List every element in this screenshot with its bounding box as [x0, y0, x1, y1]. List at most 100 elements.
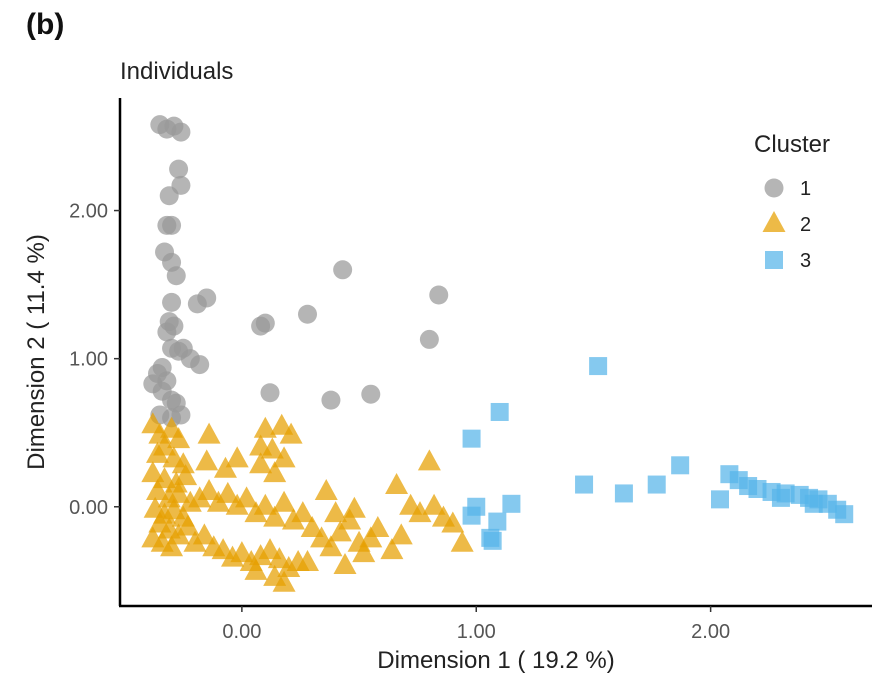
cluster-2-point [225, 446, 249, 468]
cluster-2-point [263, 505, 287, 527]
cluster-2-point [192, 523, 216, 545]
legend-marker-cluster-1 [764, 178, 784, 198]
cluster-2-point [216, 481, 240, 503]
y-axis-title: Dimension 2 ( 11.4 %) [23, 234, 50, 470]
cluster-2-point [213, 456, 237, 478]
cluster-2-point [422, 493, 446, 515]
cluster-3-point [647, 475, 666, 494]
cluster-3-point [589, 357, 608, 376]
cluster-2-point [300, 515, 324, 537]
cluster-2-point [272, 570, 296, 592]
cluster-2-point [141, 461, 165, 483]
cluster-2-point [235, 486, 259, 508]
cluster-2-point [171, 452, 195, 474]
cluster-2-point [167, 481, 191, 503]
cluster-1-point [171, 405, 191, 425]
cluster-2-point [324, 501, 348, 523]
cluster-2-point [263, 461, 287, 483]
legend-label: 2 [800, 214, 811, 236]
legend-marker-cluster-3 [765, 251, 783, 269]
cluster-1-point [429, 285, 449, 305]
cluster-3-point [671, 456, 690, 475]
cluster-2-point [366, 515, 390, 537]
cluster-3-point [804, 494, 823, 513]
cluster-2-point [417, 449, 441, 471]
axis-ticks: 0.00 1.00 2.00 0.00 1.00 2.00 [69, 201, 730, 643]
cluster-1-point [169, 159, 189, 179]
cluster-2-point [249, 544, 273, 566]
cluster-2-point [249, 452, 273, 474]
cluster-1-point [260, 383, 280, 403]
x-axis-title: Dimension 1 ( 19.2 %) [377, 647, 614, 674]
cluster-2-point [314, 478, 338, 500]
panel-label: (b) [26, 8, 65, 41]
cluster-2-point [450, 530, 474, 552]
cluster-3-point [481, 528, 500, 547]
cluster-3-point [488, 512, 507, 531]
legend-title: Cluster [754, 131, 830, 158]
cluster-2-point [195, 449, 219, 471]
cluster-1-point [333, 260, 353, 280]
cluster-3-point [614, 484, 633, 503]
cluster-3-point [467, 497, 486, 516]
cluster-1-point [157, 322, 177, 342]
y-tick-label: 2.00 [69, 201, 108, 223]
cluster-1-point [190, 355, 210, 375]
cluster-2-point [160, 535, 184, 557]
cluster-2-point [279, 422, 303, 444]
cluster-3-point [748, 479, 767, 498]
cluster-1-point [419, 329, 439, 349]
x-tick-label: 0.00 [222, 621, 261, 643]
cluster-3-point [711, 490, 729, 509]
cluster-3-point [771, 488, 790, 507]
cluster-2-point [277, 555, 301, 577]
cluster-2-point [197, 422, 221, 444]
legend-label: 3 [800, 250, 811, 272]
cluster-3-point [575, 475, 594, 494]
cluster-2-point [260, 437, 284, 459]
cluster-2-point [389, 523, 413, 545]
cluster-2-point [197, 478, 221, 500]
cluster-2-point [408, 501, 432, 523]
cluster-2-point [380, 538, 404, 560]
cluster-2-point [146, 478, 169, 500]
y-tick-label: 1.00 [69, 349, 108, 371]
cluster-2-point [333, 552, 357, 574]
cluster-1-point [321, 390, 341, 410]
cluster-2-point [385, 473, 409, 495]
cluster-2-point [176, 514, 200, 536]
cluster-2-point [441, 511, 465, 533]
legend: Cluster 1 2 3 [754, 131, 830, 272]
cluster-3-point [490, 402, 509, 421]
cluster-1-point [162, 292, 182, 312]
cluster-2-point [253, 416, 277, 438]
cluster-2-point [296, 550, 319, 572]
cluster-2-point [167, 427, 191, 449]
cluster-2-point [253, 493, 277, 515]
cluster-2-point [146, 441, 169, 463]
cluster-2-point [342, 496, 366, 518]
cluster-2-point [174, 464, 198, 486]
cluster-2-point [328, 520, 352, 542]
x-tick-label: 1.00 [457, 621, 496, 643]
x-tick-label: 2.00 [691, 621, 730, 643]
cluster-1-point [159, 186, 179, 206]
plot-marks [141, 115, 854, 592]
cluster-2-point [352, 541, 376, 563]
cluster-2-point [244, 558, 268, 580]
chart-title: Individuals [120, 58, 234, 85]
cluster-3-point [835, 505, 854, 524]
y-tick-label: 0.00 [69, 497, 108, 519]
cluster-2-point [272, 490, 296, 512]
cluster-1-point [197, 288, 217, 308]
legend-marker-cluster-2 [762, 210, 786, 232]
cluster-2-point [319, 535, 343, 557]
cluster-1-point [166, 266, 186, 286]
cluster-2-point [272, 446, 296, 468]
cluster-1-point [162, 215, 182, 235]
cluster-1-point [298, 304, 317, 324]
cluster-1-point [171, 122, 191, 142]
cluster-3-point [502, 494, 521, 513]
cluster-2-point [338, 508, 362, 530]
